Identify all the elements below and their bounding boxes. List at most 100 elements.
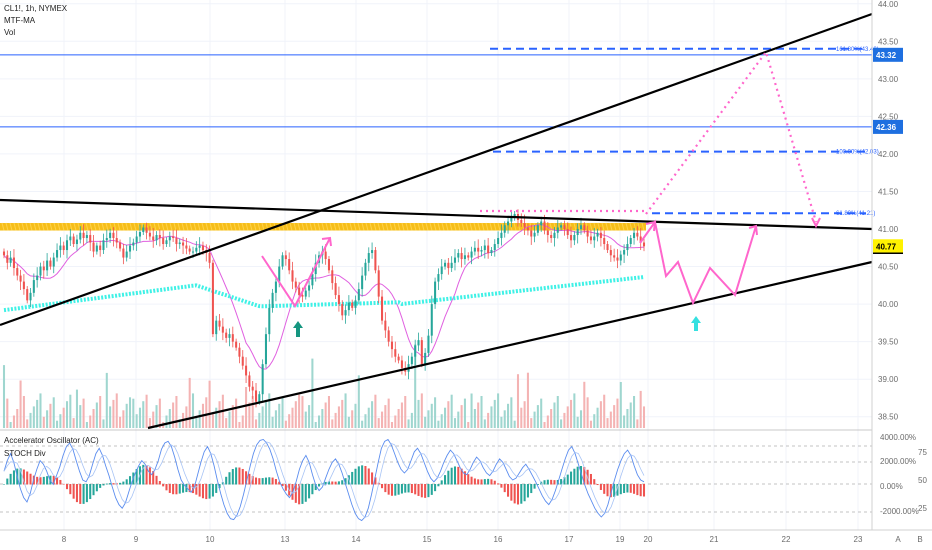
volume-bar <box>623 415 626 428</box>
candle-body <box>175 238 178 245</box>
volume-bar <box>155 405 158 428</box>
resistance-hatch <box>21 222 25 231</box>
resistance-hatch <box>577 222 581 231</box>
candle-body <box>530 230 533 237</box>
volume-bar <box>374 394 377 428</box>
candle-body <box>155 235 158 241</box>
candle-body <box>221 326 224 333</box>
pink-dotted-target-path[interactable] <box>645 49 818 223</box>
ac-bar <box>238 467 241 485</box>
volume-bar <box>95 402 98 428</box>
resistance-hatch <box>193 222 197 231</box>
resistance-hatch <box>361 222 365 231</box>
ac-bar <box>420 484 423 498</box>
candle-body <box>510 217 513 222</box>
candle-body <box>288 259 291 271</box>
candle-body <box>616 257 619 261</box>
candle-body <box>59 245 62 251</box>
volume-bar <box>32 406 35 428</box>
resistance-hatch <box>105 222 109 231</box>
log-scale-button[interactable]: B <box>917 535 922 544</box>
oscillator-axis[interactable]: 4000.00% 2000.00% 0.00% -2000.00% 75 50 25 <box>880 433 927 516</box>
ac-bar <box>553 480 556 485</box>
volume-bar <box>596 407 599 428</box>
volume-bar <box>642 406 646 428</box>
price-axis[interactable]: 44.00 43.50 43.00 42.50 42.00 41.50 41.00 40.50… <box>878 0 899 422</box>
accelerator-oscillator-bars <box>2 464 646 505</box>
volume-bar <box>26 419 29 428</box>
volume-bar <box>523 401 526 428</box>
volume-bar <box>278 403 281 428</box>
ac-bar <box>331 481 334 485</box>
resistance-hatch <box>329 222 333 231</box>
volume-bar <box>500 416 503 428</box>
candle-body <box>453 257 457 263</box>
trend-line-upper[interactable] <box>0 12 873 327</box>
volume-bar <box>570 399 573 428</box>
trend-line-lower[interactable] <box>147 260 873 430</box>
ac-bar <box>570 471 573 485</box>
resistance-hatch <box>593 222 597 231</box>
candle-body <box>228 334 231 338</box>
volume-bar <box>261 406 264 428</box>
trend-lines[interactable] <box>0 12 873 430</box>
candle-body <box>513 214 516 218</box>
volume-bar <box>198 410 201 428</box>
fib-levels[interactable]: 161.80%(43.40) 100.00%(42.03) 61.80%(41.21… <box>490 47 879 217</box>
indicator-label-1[interactable]: MTF-MA <box>4 16 36 25</box>
ac-bar <box>341 480 344 485</box>
pink-arrow-head-3 <box>321 236 332 247</box>
pink-zigzag-left[interactable] <box>261 237 331 308</box>
ac-bar <box>75 484 78 503</box>
resistance-hatch <box>277 222 281 231</box>
volume-bar <box>109 406 112 428</box>
candle-body <box>145 227 148 233</box>
ac-bar <box>467 474 470 485</box>
candle-body <box>79 232 82 240</box>
candle-body <box>281 255 284 267</box>
candle-body <box>238 347 241 357</box>
horizontal-levels[interactable] <box>0 54 872 128</box>
volume-bar <box>122 410 125 428</box>
resistance-hatch <box>101 222 105 231</box>
resistance-hatch <box>217 222 221 231</box>
volume-bar <box>619 382 622 428</box>
resistance-hatch <box>33 222 37 231</box>
time-tick-label: 19 <box>616 535 625 544</box>
trend-line-triangle-top[interactable] <box>0 198 873 231</box>
auto-scale-button[interactable]: A <box>895 535 901 544</box>
ac-bar <box>208 484 211 499</box>
volume-bar <box>291 407 294 428</box>
candle-body <box>201 245 204 251</box>
ac-bar <box>563 477 566 485</box>
ac-bar <box>304 484 307 502</box>
volume-bar <box>371 401 374 428</box>
pink-zigzag-path[interactable] <box>639 219 757 306</box>
osc-indicator-label-1[interactable]: Accelerator Oscillator (AC) <box>4 436 99 445</box>
candle-body <box>49 260 52 267</box>
resistance-hatch <box>409 222 413 231</box>
volume-bar <box>407 419 410 428</box>
volume-bar <box>424 416 427 428</box>
ac-bar <box>6 478 9 485</box>
resistance-hatch <box>325 222 329 231</box>
indicator-label-2[interactable]: Vol <box>4 28 15 37</box>
resistance-hatch <box>29 222 33 231</box>
resistance-hatch <box>65 222 69 231</box>
candle-body <box>12 257 15 269</box>
candle-body <box>563 225 566 230</box>
candle-body <box>254 390 258 402</box>
volume-bar <box>526 372 529 428</box>
volume-bar <box>301 396 304 428</box>
volume-bar <box>507 403 510 428</box>
volume-bar <box>311 358 314 428</box>
osc-indicator-label-2[interactable]: STOCH Div <box>4 449 46 458</box>
price-tick-label: 40.50 <box>878 263 899 272</box>
candle-body <box>497 238 500 245</box>
ac-bar <box>155 475 158 485</box>
ac-bar <box>264 477 267 485</box>
resistance-hatch <box>405 222 409 231</box>
time-axis[interactable]: 8 9 10 13 14 15 16 17 19 20 21 22 23 <box>62 535 863 544</box>
projection-drawings[interactable] <box>261 49 821 337</box>
